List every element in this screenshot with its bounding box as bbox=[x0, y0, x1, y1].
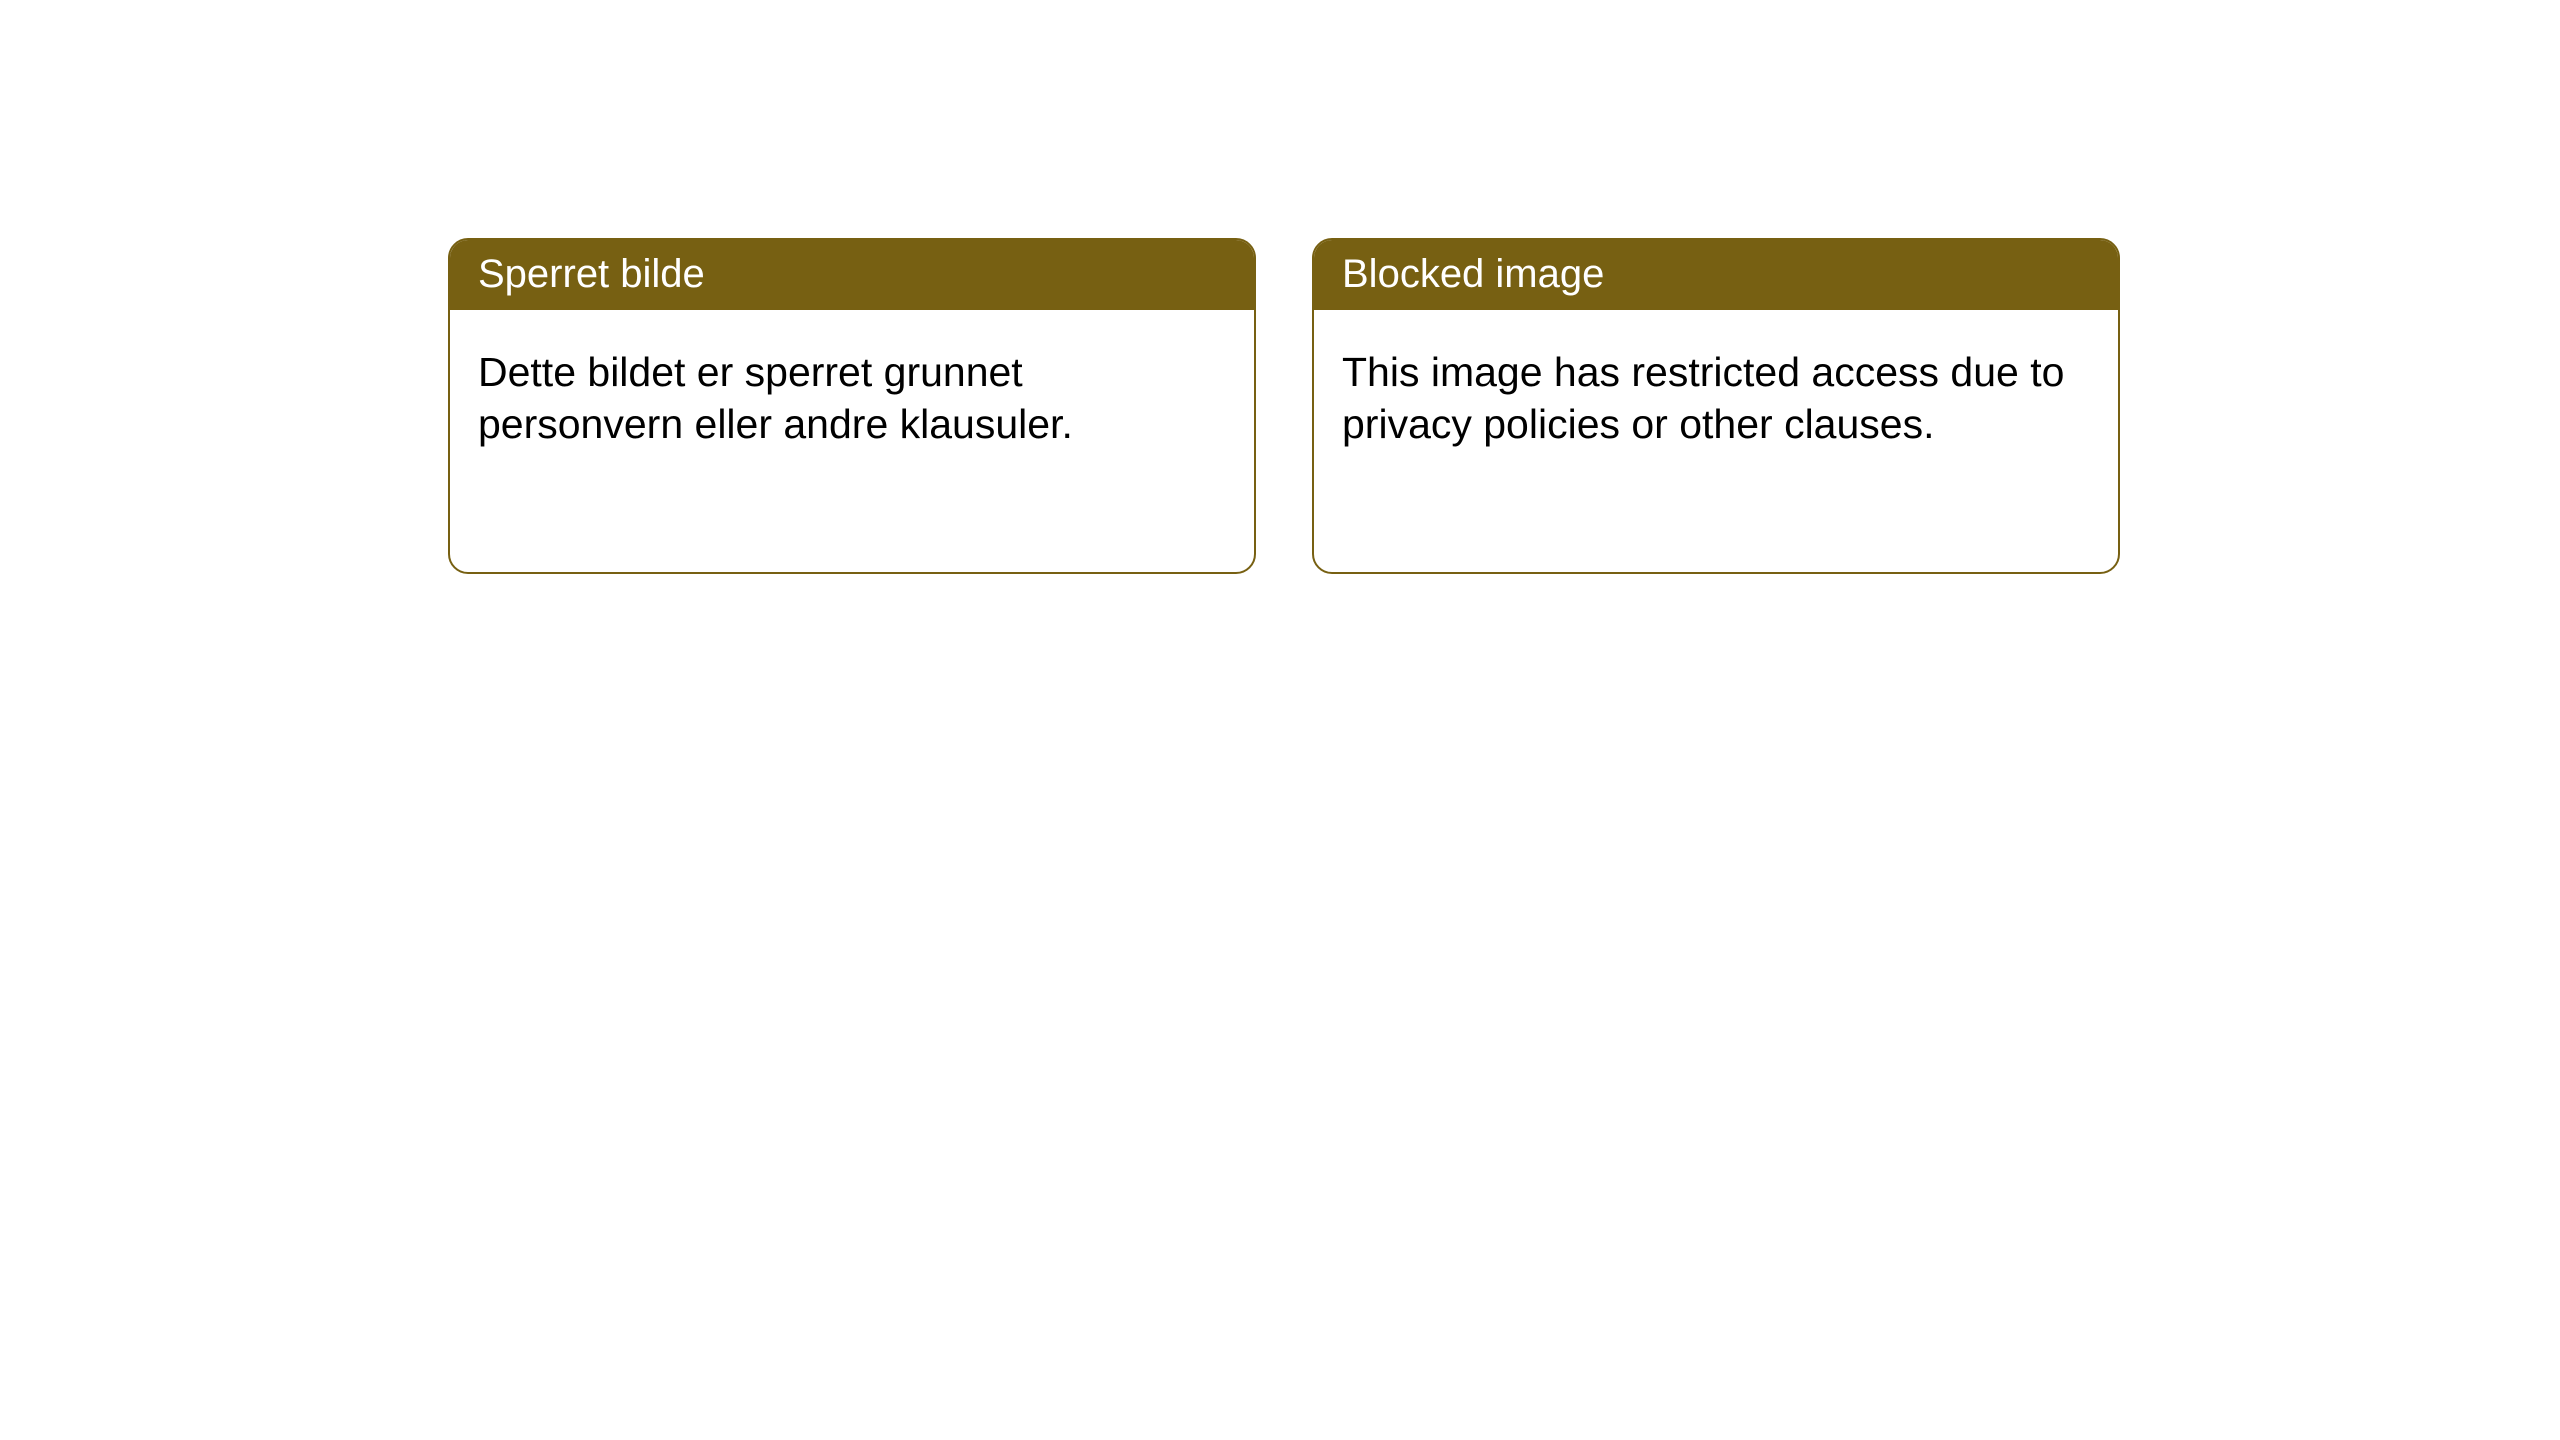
blocked-image-card-no: Sperret bilde Dette bildet er sperret gr… bbox=[448, 238, 1256, 574]
card-title-no: Sperret bilde bbox=[450, 240, 1254, 310]
card-body-en: This image has restricted access due to … bbox=[1314, 310, 2118, 479]
card-title-en: Blocked image bbox=[1314, 240, 2118, 310]
notice-container: Sperret bilde Dette bildet er sperret gr… bbox=[0, 0, 2560, 574]
card-body-no: Dette bildet er sperret grunnet personve… bbox=[450, 310, 1254, 479]
blocked-image-card-en: Blocked image This image has restricted … bbox=[1312, 238, 2120, 574]
